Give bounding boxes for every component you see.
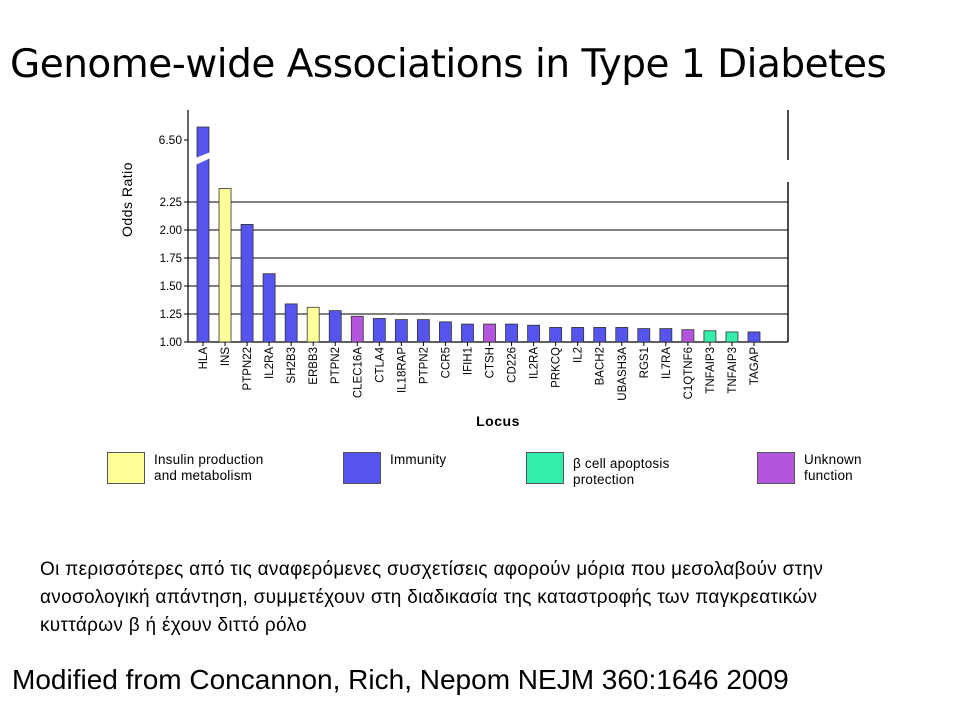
bar [284, 303, 298, 343]
legend-swatch [526, 452, 564, 484]
bar [483, 323, 496, 343]
legend-swatch [107, 452, 145, 484]
x-tick-label: RGS1 [639, 347, 651, 378]
x-tick-label: IL2 [573, 347, 585, 363]
y-tick-label: 1.75 [160, 253, 182, 265]
bar [747, 331, 761, 343]
x-tick-label: CTSH [485, 347, 497, 378]
x-tick-label: PTPN2 [418, 347, 430, 384]
y-axis-title: Odds Ratio [119, 162, 135, 237]
legend-label: Immunity [390, 452, 447, 467]
x-tick-label: HLA [198, 347, 210, 370]
y-tick-label: 2.25 [160, 197, 182, 209]
x-tick-label: IFIH1 [462, 347, 474, 375]
x-tick-label: IL2RA [529, 347, 541, 379]
bar [350, 315, 364, 343]
y-tick-label-break: 6.50 [159, 133, 183, 147]
bar [593, 327, 607, 343]
legend-label: β cell apoptosis protection [573, 456, 670, 487]
y-tick-label: 1.50 [160, 281, 182, 293]
bar [659, 328, 673, 343]
bar [505, 323, 518, 343]
bar [262, 273, 276, 343]
x-tick-label: TAGAP [749, 347, 761, 385]
y-tick-label: 2.00 [160, 225, 182, 237]
bar [416, 319, 430, 343]
x-tick-label: CTLA4 [374, 346, 386, 382]
legend-label: Insulin production and metabolism [154, 452, 264, 483]
bar [372, 318, 386, 343]
x-tick-label: PRKCQ [551, 347, 563, 388]
bar [328, 310, 342, 343]
x-tick-label: UBASH3A [617, 347, 629, 401]
legend-swatch [343, 452, 381, 484]
x-tick-label: PTPN2 [330, 347, 342, 384]
x-tick-label: TNFAIP3 [727, 347, 739, 394]
x-tick-label: C1QTNF6 [683, 347, 695, 399]
x-tick-label: CD226 [507, 347, 519, 383]
summary-text: Οι περισσότερες από τις αναφερόμενες συσ… [40, 559, 824, 636]
bar [240, 223, 254, 343]
y-tick-label: 1.25 [160, 309, 182, 321]
x-tick-label: SH2B3 [286, 347, 298, 383]
x-tick-label: PTPN22 [242, 347, 254, 390]
slide-title: Genome-wide Associations in Type 1 Diabe… [10, 42, 887, 87]
bar [461, 323, 474, 343]
x-tick-label: INS [220, 347, 232, 367]
bar [681, 329, 695, 343]
odds-ratio-chart: 1.00 1.25 1.50 1.75 2.00 2.25 6.50 Odds Ratio HL… [119, 110, 789, 429]
bar [218, 188, 232, 343]
bar [725, 331, 739, 343]
bar [615, 327, 629, 343]
x-tick-label: CLEC16A [352, 347, 364, 398]
x-tick-label: BACH2 [595, 347, 607, 385]
bar [306, 306, 320, 343]
x-tick-label: IL7RA [661, 347, 673, 379]
x-tick-label: CCR5 [440, 347, 452, 378]
legend-label: Unknown function [804, 452, 862, 483]
x-tick-label: IL18RAP [396, 347, 408, 393]
bar [394, 319, 408, 343]
bar [703, 330, 717, 343]
x-axis-title: Locus [476, 413, 520, 429]
legend-swatch [757, 452, 795, 484]
x-tick-label: TNFAIP3 [705, 347, 717, 394]
y-tick-label: 1.00 [160, 337, 182, 349]
x-tick-label: IL2RA [264, 347, 276, 379]
bar [549, 327, 563, 343]
x-tick-label: ERBB3 [308, 347, 320, 385]
bar [527, 324, 540, 343]
bar [637, 328, 651, 343]
citation: Modified from Concannon, Rich, Nepom NEJ… [12, 664, 789, 695]
bar [439, 321, 452, 343]
bar [571, 327, 585, 343]
axis-break-mark [193, 151, 213, 166]
